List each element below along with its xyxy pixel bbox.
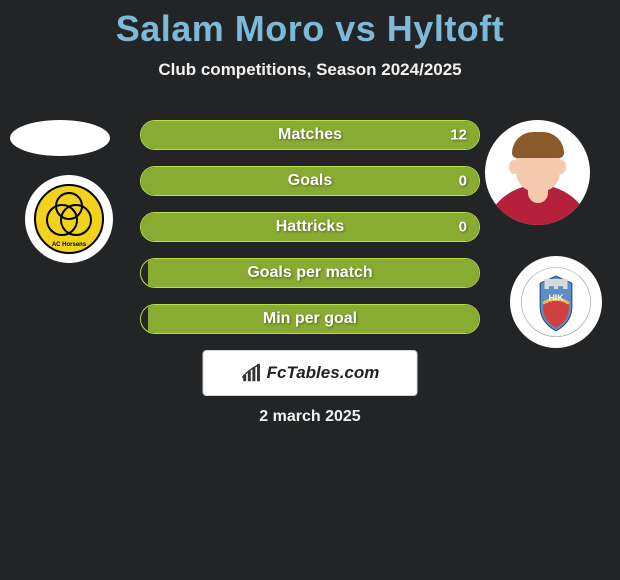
player1-avatar — [10, 120, 110, 156]
stats-container: Matches 12 Goals 0 Hattricks 0 Goals per… — [140, 120, 480, 350]
stat-label: Goals per match — [247, 264, 372, 282]
page-title: Salam Moro vs Hyltoft — [0, 0, 620, 50]
club-horsens-logo: AC Horsens — [34, 184, 104, 254]
club-holbaek-logo-icon: HIK — [520, 266, 592, 338]
svg-text:HIK: HIK — [549, 293, 565, 303]
player2-avatar — [485, 120, 590, 225]
stat-row-hattricks: Hattricks 0 — [140, 212, 480, 242]
club-horsens-label: AC Horsens — [36, 242, 102, 248]
stat-label: Min per goal — [263, 310, 357, 328]
stat-label: Matches — [278, 126, 342, 144]
stat-row-matches: Matches 12 — [140, 120, 480, 150]
brand-box[interactable]: FcTables.com — [203, 350, 418, 396]
brand-text: FcTables.com — [267, 363, 380, 383]
bar-chart-icon — [241, 362, 263, 384]
stat-right-value: 0 — [459, 219, 467, 236]
page-subtitle: Club competitions, Season 2024/2025 — [0, 60, 620, 80]
player2-club-badge: HIK — [510, 256, 602, 348]
date-label: 2 march 2025 — [0, 408, 620, 426]
stat-right-value: 12 — [450, 127, 467, 144]
stat-right-value: 0 — [459, 173, 467, 190]
stat-row-goals-per-match: Goals per match — [140, 258, 480, 288]
stat-label: Hattricks — [276, 218, 344, 236]
stat-row-min-per-goal: Min per goal — [140, 304, 480, 334]
player1-club-badge: AC Horsens — [25, 175, 113, 263]
stat-row-goals: Goals 0 — [140, 166, 480, 196]
player2-face-icon — [485, 120, 590, 225]
stat-label: Goals — [288, 172, 332, 190]
